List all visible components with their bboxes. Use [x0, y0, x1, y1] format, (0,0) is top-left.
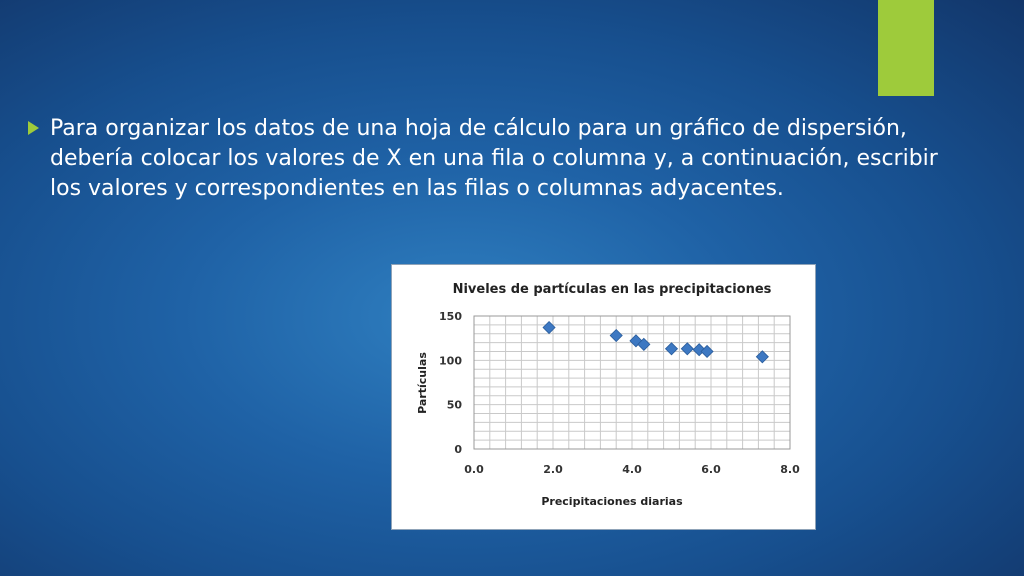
y-tick-label: 0: [454, 443, 462, 456]
data-point: [664, 342, 679, 356]
data-point: [637, 337, 651, 351]
data-point: [700, 344, 714, 359]
x-tick-label: 8.0: [780, 463, 800, 476]
x-tick-label: 6.0: [701, 463, 721, 476]
x-tick-label: 0.0: [464, 463, 484, 476]
x-tick-label: 4.0: [622, 463, 642, 476]
accent-bar: [878, 0, 934, 96]
y-tick-label: 50: [447, 399, 463, 412]
data-point: [680, 342, 694, 356]
x-tick-label: 2.0: [543, 463, 563, 476]
y-tick-label: 150: [439, 310, 462, 323]
grid: [473, 315, 791, 450]
plot-area-border: [473, 315, 791, 450]
y-tick-label: 100: [439, 354, 462, 367]
data-point: [609, 328, 623, 343]
y-axis-label: Partículas: [416, 352, 429, 414]
chart-title: Niveles de partículas en las precipitaci…: [453, 282, 772, 297]
data-points: [542, 320, 769, 364]
x-axis-label: Precipitaciones diarias: [541, 495, 683, 508]
tick-labels: 0.0 2.0 4.0 6.0 8.0 0 50 100 150: [439, 310, 800, 476]
data-point: [755, 350, 769, 364]
data-point: [542, 320, 556, 335]
scatter-chart: Niveles de partículas en las precipitaci…: [391, 264, 816, 530]
slide-paragraph: Para organizar los datos de una hoja de …: [50, 116, 938, 201]
chart-svg: Niveles de partículas en las precipitaci…: [416, 282, 800, 508]
bullet-arrow-icon: [28, 121, 39, 135]
